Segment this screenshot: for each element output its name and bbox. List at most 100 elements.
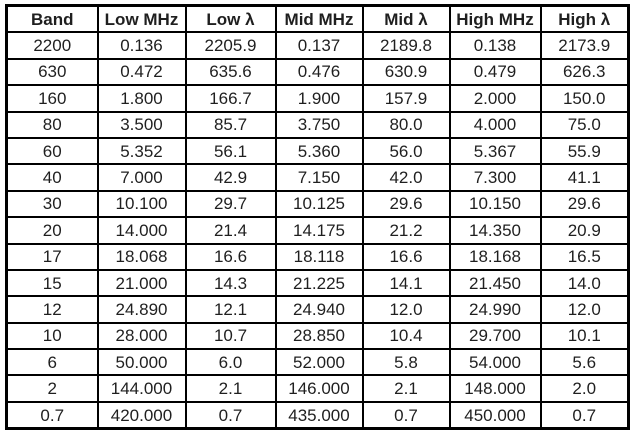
table-cell: 0.7 bbox=[361, 400, 451, 430]
table-cell: 21.000 bbox=[96, 268, 187, 298]
column-header-mid-lambda: Mid λ bbox=[361, 4, 451, 34]
table-cell: 10.100 bbox=[96, 189, 187, 219]
table-cell: 435.000 bbox=[274, 400, 364, 430]
table-row: 17 18.068 16.6 18.118 16.6 18.168 16.5 bbox=[5, 242, 630, 271]
table-cell: 10 bbox=[5, 321, 99, 351]
table-cell: 0.476 bbox=[274, 57, 364, 87]
table-row: 2200 0.136 2205.9 0.137 2189.8 0.138 2173.9 bbox=[5, 31, 630, 60]
table-row: 10 28.000 10.7 28.850 10.4 29.700 10.1 bbox=[5, 321, 630, 351]
table-cell: 52.000 bbox=[274, 348, 364, 377]
table-cell: 20.9 bbox=[539, 216, 630, 245]
table-cell: 24.940 bbox=[274, 295, 364, 324]
table-cell: 10.7 bbox=[184, 321, 277, 351]
table-cell: 4.000 bbox=[448, 110, 542, 139]
table-cell: 18.118 bbox=[274, 242, 364, 271]
table-cell: 14.3 bbox=[184, 268, 277, 298]
table-cell: 1.800 bbox=[96, 84, 187, 113]
table-cell: 7.150 bbox=[274, 163, 364, 192]
table-cell: 1.900 bbox=[274, 84, 364, 113]
table-cell: 50.000 bbox=[96, 348, 187, 377]
table-cell: 16.5 bbox=[539, 242, 630, 271]
band-plan-table: Band Low MHz Low λ Mid MHz Mid λ High MHz High… bbox=[5, 4, 630, 431]
table-cell: 41.1 bbox=[539, 163, 630, 192]
table-row: 20 14.000 21.4 14.175 21.2 14.350 20.9 bbox=[5, 216, 630, 245]
table-cell: 420.000 bbox=[96, 400, 187, 430]
table-cell: 160 bbox=[5, 84, 99, 113]
table-cell: 28.000 bbox=[96, 321, 187, 351]
table-cell: 166.7 bbox=[184, 84, 277, 113]
table-cell: 21.225 bbox=[274, 268, 364, 298]
table-cell: 42.0 bbox=[361, 163, 451, 192]
table-cell: 16.6 bbox=[361, 242, 451, 271]
table-cell: 21.450 bbox=[448, 268, 542, 298]
column-header-high-mhz: High MHz bbox=[448, 4, 542, 34]
table-cell: 150.0 bbox=[539, 84, 630, 113]
table-cell: 2 bbox=[5, 374, 99, 403]
table-row: 30 10.100 29.7 10.125 29.6 10.150 29.6 bbox=[5, 189, 630, 219]
table-cell: 0.472 bbox=[96, 57, 187, 87]
table-row: 2 144.000 2.1 146.000 2.1 148.000 2.0 bbox=[5, 374, 630, 403]
table-cell: 60 bbox=[5, 136, 99, 166]
table-cell: 12.1 bbox=[184, 295, 277, 324]
table-cell: 14.0 bbox=[539, 268, 630, 298]
table-cell: 0.7 bbox=[539, 400, 630, 430]
table-cell: 7.300 bbox=[448, 163, 542, 192]
table-row: 40 7.000 42.9 7.150 42.0 7.300 41.1 bbox=[5, 163, 630, 192]
table-cell: 14.175 bbox=[274, 216, 364, 245]
table-cell: 14.1 bbox=[361, 268, 451, 298]
table-cell: 29.700 bbox=[448, 321, 542, 351]
table-cell: 5.367 bbox=[448, 136, 542, 166]
table-cell: 146.000 bbox=[274, 374, 364, 403]
table-cell: 0.7 bbox=[5, 400, 99, 430]
table-cell: 10.150 bbox=[448, 189, 542, 219]
table-cell: 42.9 bbox=[184, 163, 277, 192]
table-cell: 20 bbox=[5, 216, 99, 245]
table-cell: 0.137 bbox=[274, 31, 364, 60]
table-cell: 0.136 bbox=[96, 31, 187, 60]
table-cell: 14.350 bbox=[448, 216, 542, 245]
table-body: 2200 0.136 2205.9 0.137 2189.8 0.138 2173.9 630… bbox=[5, 31, 630, 430]
table-cell: 12.0 bbox=[361, 295, 451, 324]
table-cell: 2189.8 bbox=[361, 31, 451, 60]
table-row: 80 3.500 85.7 3.750 80.0 4.000 75.0 bbox=[5, 110, 630, 139]
column-header-band: Band bbox=[5, 4, 99, 34]
table-cell: 6 bbox=[5, 348, 99, 377]
table-cell: 630.9 bbox=[361, 57, 451, 87]
table-cell: 2.1 bbox=[184, 374, 277, 403]
table-cell: 626.3 bbox=[539, 57, 630, 87]
table-header: Band Low MHz Low λ Mid MHz Mid λ High MHz High… bbox=[5, 4, 630, 34]
table-cell: 0.138 bbox=[448, 31, 542, 60]
table-cell: 7.000 bbox=[96, 163, 187, 192]
table-cell: 450.000 bbox=[448, 400, 542, 430]
column-header-low-mhz: Low MHz bbox=[96, 4, 187, 34]
table-cell: 3.750 bbox=[274, 110, 364, 139]
table-cell: 2.0 bbox=[539, 374, 630, 403]
table-row: 15 21.000 14.3 21.225 14.1 21.450 14.0 bbox=[5, 268, 630, 298]
table-cell: 2200 bbox=[5, 31, 99, 60]
header-row: Band Low MHz Low λ Mid MHz Mid λ High MHz High… bbox=[5, 4, 630, 34]
table-cell: 18.068 bbox=[96, 242, 187, 271]
table-row: 12 24.890 12.1 24.940 12.0 24.990 12.0 bbox=[5, 295, 630, 324]
table-cell: 24.990 bbox=[448, 295, 542, 324]
table-cell: 5.352 bbox=[96, 136, 187, 166]
table-cell: 24.890 bbox=[96, 295, 187, 324]
table-cell: 635.6 bbox=[184, 57, 277, 87]
table-cell: 2.1 bbox=[361, 374, 451, 403]
table-row: 160 1.800 166.7 1.900 157.9 2.000 150.0 bbox=[5, 84, 630, 113]
table-row: 6 50.000 6.0 52.000 5.8 54.000 5.6 bbox=[5, 348, 630, 377]
table-cell: 14.000 bbox=[96, 216, 187, 245]
table-cell: 85.7 bbox=[184, 110, 277, 139]
table-cell: 18.168 bbox=[448, 242, 542, 271]
table-cell: 30 bbox=[5, 189, 99, 219]
column-header-high-lambda: High λ bbox=[539, 4, 630, 34]
table-cell: 28.850 bbox=[274, 321, 364, 351]
table-cell: 80.0 bbox=[361, 110, 451, 139]
table-cell: 80 bbox=[5, 110, 99, 139]
column-header-low-lambda: Low λ bbox=[184, 4, 277, 34]
table-row: 60 5.352 56.1 5.360 56.0 5.367 55.9 bbox=[5, 136, 630, 166]
table-cell: 12 bbox=[5, 295, 99, 324]
table-cell: 144.000 bbox=[96, 374, 187, 403]
table-cell: 5.360 bbox=[274, 136, 364, 166]
table-cell: 15 bbox=[5, 268, 99, 298]
